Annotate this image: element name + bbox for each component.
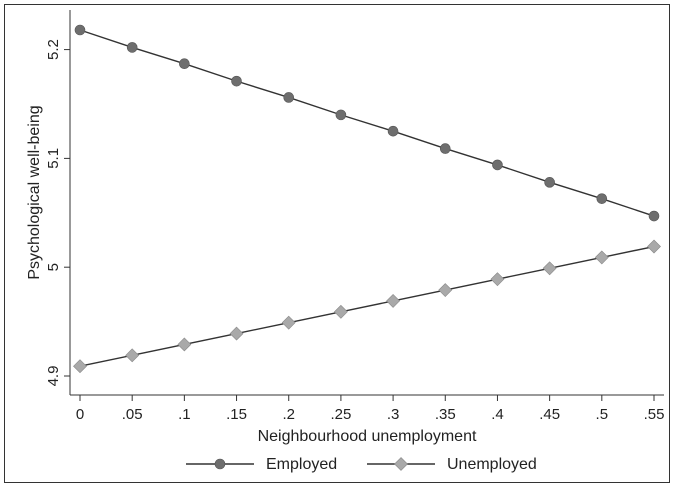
y-tick-label: 5.1 (45, 148, 62, 169)
legend-marker (394, 457, 408, 471)
data-point (281, 315, 296, 330)
legend-item-unemployed: Unemployed (367, 456, 537, 473)
data-point (283, 92, 295, 103)
data-point (73, 359, 87, 374)
y-tick-label: 4.9 (45, 366, 62, 387)
x-tick-label: .4 (491, 406, 504, 423)
data-point (596, 193, 608, 204)
data-point (439, 143, 451, 154)
data-point (387, 125, 399, 137)
data-point (647, 239, 661, 254)
data-point (544, 177, 555, 188)
y-axis-title: Psychological well-being (26, 105, 43, 279)
series-employed (74, 24, 660, 222)
series-line (79, 245, 655, 367)
x-tick-label: .45 (539, 406, 560, 423)
data-point (594, 250, 609, 265)
data-point (125, 348, 140, 363)
x-tick-label: .1 (178, 406, 191, 423)
x-tick-label: .55 (644, 406, 665, 423)
data-point (179, 58, 190, 70)
data-point (648, 210, 660, 222)
data-point (490, 272, 505, 287)
x-tick-label: .35 (435, 406, 456, 423)
series-line (79, 29, 655, 217)
data-point (74, 24, 86, 36)
plot-area (69, 10, 664, 396)
legend-label: Unemployed (447, 456, 537, 473)
x-tick-label: .15 (226, 406, 247, 423)
data-point (438, 283, 453, 297)
y-tick-label: 5.2 (45, 39, 62, 60)
data-point (542, 261, 557, 276)
x-tick-label: .2 (282, 406, 295, 423)
data-point (229, 326, 244, 341)
x-axis-ticks: 0 .05 .1 .15 .2 .25 .3 .35 .4 .45 .5 .55 (76, 395, 665, 423)
x-tick-label: .05 (122, 406, 143, 423)
legend-marker (214, 458, 226, 470)
y-tick-label: 5 (45, 263, 62, 271)
x-tick-label: .25 (330, 406, 351, 423)
x-axis-title: Neighbourhood unemployment (258, 428, 477, 445)
data-point (231, 75, 242, 87)
series-unemployed (73, 239, 661, 374)
series-layer (73, 24, 661, 374)
legend: Employed Unemployed (186, 456, 537, 473)
x-tick-label: .3 (387, 406, 400, 423)
x-tick-label: .5 (596, 406, 609, 423)
data-point (335, 109, 347, 121)
data-point (177, 337, 192, 352)
y-axis-ticks: 4.9 5 5.1 5.2 (45, 39, 70, 386)
data-point (386, 294, 401, 308)
data-point (492, 159, 503, 171)
chart-frame (4, 4, 670, 483)
legend-item-employed: Employed (186, 456, 337, 473)
data-point (126, 42, 138, 53)
x-tick-label: 0 (76, 406, 84, 423)
data-point (333, 304, 348, 319)
legend-label: Employed (266, 456, 337, 473)
